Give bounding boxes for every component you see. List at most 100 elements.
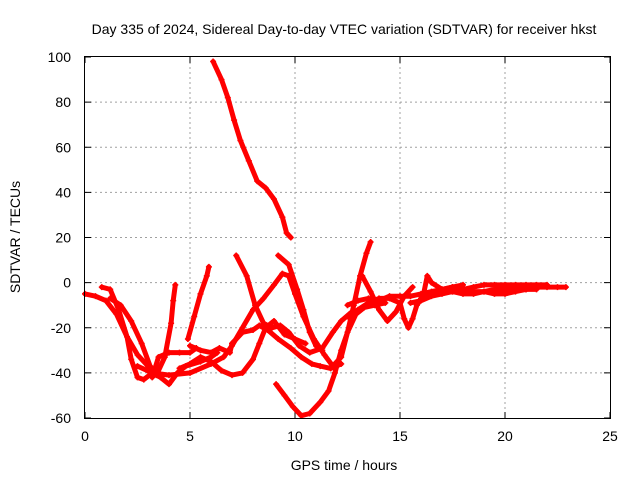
- data-point-marker: [172, 281, 179, 288]
- data-point-marker: [187, 360, 193, 367]
- axis-ticks: 0 5 10 15 20 25 -60 -40 -20 0 20 40 60 80 100: [48, 49, 618, 444]
- data-point-marker: [138, 340, 145, 347]
- data-point-marker: [176, 365, 183, 372]
- y-axis-label: SDTVAR / TECUs: [7, 181, 23, 293]
- data-point-marker: [134, 374, 141, 381]
- x-tick-label: 5: [186, 428, 194, 444]
- data-point-marker: [319, 347, 326, 354]
- data-point-marker: [327, 365, 334, 372]
- data-point-marker: [418, 295, 424, 302]
- data-point-marker: [512, 288, 519, 295]
- data-point-marker: [210, 58, 217, 65]
- data-point-marker: [302, 340, 309, 347]
- data-point-marker: [166, 372, 172, 379]
- data-point-marker: [405, 324, 412, 331]
- data-point-marker: [533, 286, 540, 293]
- data-point-marker: [203, 272, 210, 279]
- data-point-marker: [392, 308, 399, 315]
- data-point-marker: [512, 281, 519, 288]
- data-point-marker: [329, 329, 336, 336]
- data-point-marker: [197, 347, 204, 354]
- data-point-marker: [107, 295, 114, 302]
- data-point-marker: [245, 157, 252, 164]
- series-line: [233, 253, 355, 356]
- data-point-marker: [376, 295, 382, 302]
- data-point-marker: [460, 286, 466, 293]
- data-point-marker: [502, 290, 508, 297]
- data-point-marker: [317, 399, 324, 406]
- data-point-marker: [277, 322, 284, 329]
- data-point-marker: [216, 345, 223, 352]
- data-point-marker: [401, 315, 408, 322]
- data-point-marker: [161, 354, 168, 361]
- data-point-marker: [285, 261, 292, 268]
- data-point-marker: [306, 349, 313, 356]
- data-point-marker: [140, 376, 147, 383]
- data-point-marker: [397, 299, 403, 306]
- data-point-marker: [208, 358, 214, 365]
- data-point-marker: [562, 284, 569, 291]
- series-line: [177, 318, 308, 378]
- data-point-marker: [321, 351, 328, 358]
- series-arc-10: [275, 252, 326, 354]
- data-point-marker: [287, 234, 294, 241]
- data-point-marker: [331, 369, 338, 376]
- data-point-marker: [401, 293, 408, 300]
- data-point-marker: [134, 351, 141, 358]
- data-point-marker: [306, 329, 313, 336]
- data-point-marker: [313, 342, 319, 349]
- data-point-marker: [428, 279, 435, 286]
- data-point-marker: [197, 354, 204, 361]
- data-point-marker: [103, 297, 109, 304]
- data-point-marker: [155, 354, 162, 361]
- data-point-marker: [187, 349, 193, 356]
- series-arc-5: [184, 263, 212, 343]
- data-point-marker: [252, 302, 259, 309]
- data-point-marker: [226, 349, 233, 356]
- data-point-marker: [197, 290, 204, 297]
- data-point-marker: [218, 76, 225, 83]
- data-point-marker: [428, 290, 435, 297]
- data-point-marker: [382, 299, 389, 306]
- data-point-marker: [273, 381, 280, 388]
- data-point-marker: [359, 272, 366, 279]
- data-point-marker: [439, 286, 445, 293]
- series-arc-7: [176, 317, 309, 379]
- data-point-marker: [523, 286, 529, 293]
- data-point-marker: [449, 284, 456, 291]
- y-tick-label: 60: [55, 139, 71, 155]
- data-point-marker: [260, 320, 267, 327]
- data-point-marker: [544, 281, 550, 288]
- data-point-marker: [338, 317, 345, 324]
- y-tick-label: 80: [55, 94, 71, 110]
- data-point-marker: [191, 313, 198, 320]
- data-point-marker: [250, 356, 256, 363]
- data-point-marker: [355, 297, 361, 304]
- data-point-marker: [260, 295, 267, 302]
- data-point-marker: [268, 324, 275, 331]
- data-point-marker: [344, 329, 351, 336]
- data-point-marker: [300, 306, 307, 313]
- data-point-marker: [239, 329, 246, 336]
- data-point-marker: [481, 281, 487, 288]
- data-point-marker: [134, 363, 141, 370]
- x-tick-label: 15: [392, 428, 408, 444]
- data-point-marker: [279, 270, 286, 277]
- data-point-marker: [187, 342, 193, 349]
- data-point-marker: [325, 387, 332, 394]
- data-point-marker: [298, 412, 305, 419]
- data-point-marker: [281, 331, 288, 338]
- data-point-marker: [344, 313, 351, 320]
- data-point-marker: [285, 329, 292, 336]
- data-point-marker: [275, 252, 282, 259]
- data-point-marker: [367, 239, 374, 246]
- data-point-marker: [149, 369, 156, 376]
- data-point-marker: [338, 347, 345, 354]
- x-tick-label: 20: [497, 428, 513, 444]
- chart-title: Day 335 of 2024, Sidereal Day-to-day VTE…: [92, 21, 597, 37]
- data-point-marker: [407, 293, 414, 300]
- data-point-marker: [363, 250, 370, 257]
- data-point-marker: [239, 369, 246, 376]
- data-point-marker: [254, 178, 261, 185]
